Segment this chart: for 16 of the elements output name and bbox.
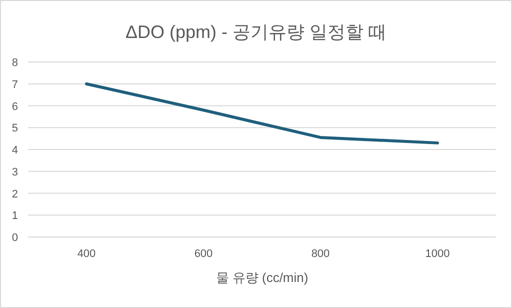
y-tick-label: 7 — [12, 78, 18, 91]
y-tick-label: 8 — [12, 57, 18, 69]
x-tick-label: 1000 — [425, 248, 450, 260]
y-tick-label: 4 — [12, 144, 18, 156]
x-tick-label: 800 — [311, 248, 330, 260]
x-tick-label: 600 — [194, 248, 213, 260]
y-tick-label: 0 — [12, 232, 18, 244]
y-tick-label: 3 — [12, 166, 18, 178]
y-tick-label: 2 — [12, 188, 18, 200]
y-tick-label: 5 — [12, 122, 18, 135]
x-tick-label: 400 — [77, 248, 96, 260]
y-tick-label: 1 — [12, 210, 18, 222]
y-tick-label: 6 — [12, 100, 18, 113]
chart-title: ΔDO (ppm) - 공기유량 일정할 때 — [125, 22, 387, 42]
x-axis-title: 물 유량 (cc/min) — [216, 270, 308, 285]
line-series — [85, 82, 439, 144]
